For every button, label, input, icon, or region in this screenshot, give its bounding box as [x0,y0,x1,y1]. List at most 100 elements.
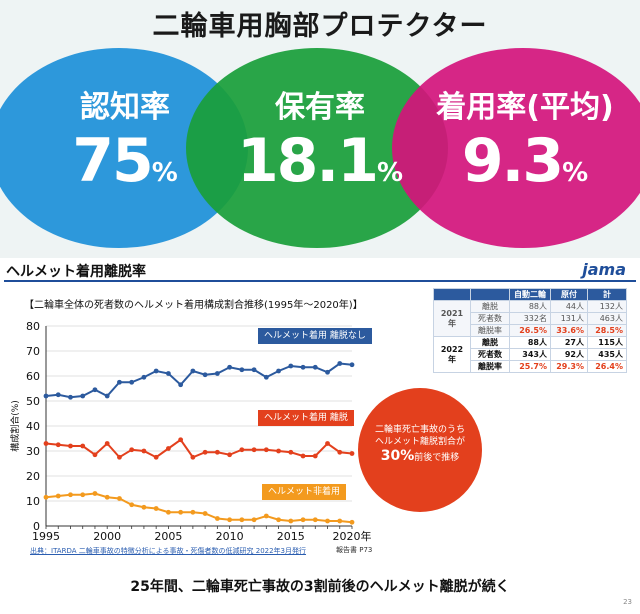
ownership-unit: % [376,158,404,188]
data-point [166,509,171,515]
data-point [349,362,355,368]
ownership-label: 保有率 [275,90,365,125]
report-ref: 報告書 P73 [336,546,373,554]
x-tick-label: 1995 [32,530,60,543]
y-tick-label: 0 [33,520,40,533]
chart-title: 【二輪車全体の死者数のヘルメット着用構成割合推移(1995年～2020年)】 [24,300,363,311]
line-chart: 0 10 20 30 40 50 60 70 80 1995 2000 2005 2010 2015 202… [9,320,372,543]
callout-bubble: 二輪車死亡事故のうち ヘルメット離脱割合が 30%前後で推移 [358,388,482,512]
data-point [288,449,294,455]
data-point [337,449,343,455]
data-point [166,446,171,451]
legend-no-helmet: ヘルメット非着用 [262,484,347,500]
data-point [153,506,159,511]
data-point [214,449,220,455]
callout-emphasis: 30% [380,448,415,464]
awareness-value: 75 [72,126,153,196]
data-point [92,452,98,458]
table-row: 2021年 離脱 88人 44人 132人 [433,300,627,337]
data-point [117,496,122,501]
y-tick-label: 20 [26,470,40,483]
awareness-label: 認知率 [80,90,170,125]
legend-no-removal: ヘルメット着用 離脱なし [258,328,372,344]
data-point [43,393,49,399]
table-row: 離脱率 26.5% 33.6% 28.5% [434,324,627,337]
ownership-text: 保有率 18.1% [220,82,420,208]
data-point [104,393,110,399]
data-point [92,387,98,393]
data-point [337,361,343,366]
data-point [337,518,343,524]
helmet-panel: ヘルメット着用離脱率 jama 【二輪車全体の死者数のヘルメット着用構成割合推移… [0,258,640,614]
data-point [214,516,220,521]
source-link[interactable]: 出典：ITARDA 二輪車事故の特徴分析による事故・死傷者数の低減研究 2022… [30,547,307,555]
x-tick-label: 2005 [154,530,182,543]
stats-table: 自動二輪 原付 計 2021年 離脱 88人 44人 132人 死者数 332名… [433,288,627,373]
table-row: 2022年 離脱 88人 27人 115人 [433,336,627,373]
data-point [288,363,294,369]
data-point [263,447,269,453]
data-point [104,441,110,446]
table-header-blank2 [470,288,510,301]
callout-line2: ヘルメット離脱割合が [374,437,465,447]
y-tick-label: 60 [26,370,40,383]
y-tick-label: 10 [26,495,40,508]
table-header-total: 計 [587,288,627,301]
page-number: 23 [623,598,632,606]
data-point [214,371,220,376]
data-point [55,392,61,398]
table-header-moped: 原付 [550,288,588,301]
data-point [227,452,233,458]
data-point [312,453,318,459]
data-point [92,491,98,496]
data-point [43,494,49,500]
awareness-text: 認知率 75% [40,82,210,208]
series-line-1 [45,438,353,459]
y-tick-label: 30 [26,445,40,458]
data-point [68,492,73,498]
table-header-motorcycle: 自動二輪 [509,288,551,301]
table-row: 死者数 332名 131人 463人 [434,312,627,325]
ownership-value: 18.1 [236,126,379,196]
data-point [227,517,233,523]
data-point [190,509,196,515]
x-tick-label: 2020年 [333,529,372,543]
table-header-blank1 [433,288,471,301]
panel-title: ヘルメット着用離脱率 [6,264,146,280]
data-point [251,517,257,523]
data-point [276,517,281,523]
data-point [153,368,159,374]
data-point [276,368,281,374]
data-point [300,517,306,523]
data-point [141,504,147,510]
data-point [300,364,306,370]
data-point [312,517,318,523]
data-point [202,372,208,378]
data-point [239,447,245,453]
data-point [227,364,233,370]
data-point [239,517,245,523]
wear-rate-label: 着用率(平均) [436,90,614,125]
page-title: 二輪車用胸部プロテクター [152,11,488,42]
data-point [300,453,306,459]
data-point [312,364,318,370]
y-tick-label: 70 [26,345,40,358]
data-point [129,502,135,508]
data-point [349,519,355,525]
y-tick-label: 40 [26,420,40,433]
data-point [190,368,196,374]
data-point [80,492,86,498]
data-point [325,441,330,446]
jama-logo: jama [582,260,626,279]
data-point [202,511,208,516]
series-line-0 [45,362,353,399]
data-point [202,449,208,455]
data-point [43,441,49,446]
x-tick-label: 2000 [93,530,121,543]
data-point [117,379,122,385]
data-point [288,518,294,524]
data-point [263,374,269,380]
data-point [251,447,257,453]
data-point [153,454,159,460]
data-point [141,448,147,454]
